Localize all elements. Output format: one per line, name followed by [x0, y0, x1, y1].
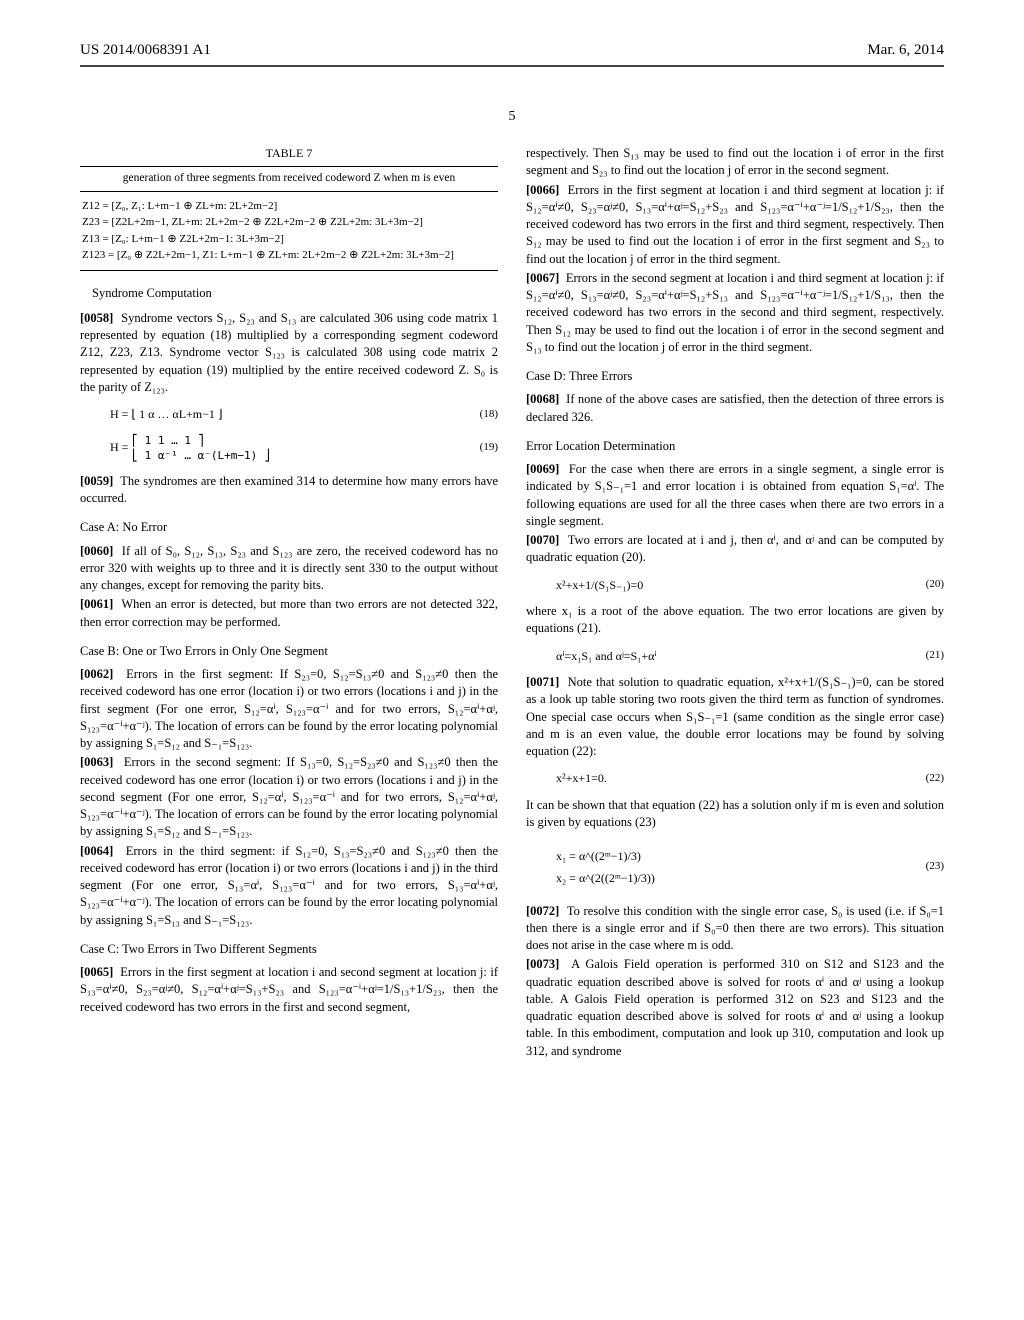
para-continuation: respectively. Then S₁₃ may be used to fi…: [526, 145, 944, 180]
eq-body: αⁱ=x₁S₁ and αʲ=S₁+αⁱ: [556, 648, 657, 665]
para-text: A Galois Field operation is performed 31…: [526, 957, 944, 1057]
eq-body: x₁ = α^((2ᵐ−1)/3) x₂ = α^(2((2ᵐ−1)/3)): [556, 848, 655, 887]
eq-num: (23): [926, 859, 944, 874]
para-text: Errors in the second segment at location…: [526, 271, 944, 354]
table7-row: Z123 = [Z₀ ⊕ Z2L+2m−1, Z1: L+m−1 ⊕ ZL+m:…: [82, 247, 496, 264]
para-0072: [0072] To resolve this condition with th…: [526, 903, 944, 955]
para-0068: [0068] If none of the above cases are sa…: [526, 391, 944, 426]
two-column-body: TABLE 7 generation of three segments fro…: [80, 145, 944, 1062]
table7-caption: generation of three segments from receiv…: [80, 167, 498, 192]
para-x1: where x₁ is a root of the above equation…: [526, 603, 944, 638]
equation-23: x₁ = α^((2ᵐ−1)/3) x₂ = α^(2((2ᵐ−1)/3)) (…: [556, 848, 944, 887]
para-num: [0065]: [80, 965, 113, 979]
eq-body: H = ⌊ 1 α … αL+m−1 ⌋: [110, 406, 223, 423]
equation-21: αⁱ=x₁S₁ and αʲ=S₁+αⁱ (21): [556, 648, 944, 665]
table7-row: Z12 = [Z₀, Z₁: L+m−1 ⊕ ZL+m: 2L+2m−2]: [82, 198, 496, 215]
para-0062: [0062] Errors in the first segment: If S…: [80, 666, 498, 752]
para-num: [0061]: [80, 597, 113, 611]
para-0063: [0063] Errors in the second segment: If …: [80, 754, 498, 840]
para-0071: [0071] Note that solution to quadratic e…: [526, 674, 944, 760]
eq-num: (21): [926, 648, 944, 663]
patent-page: US 2014/0068391 A1 Mar. 6, 2014 5 TABLE …: [0, 0, 1024, 1320]
para-num: [0063]: [80, 755, 113, 769]
eq-num: (22): [926, 771, 944, 786]
table7-row: Z13 = [Z₀: L+m−1 ⊕ Z2L+2m−1: 3L+3m−2]: [82, 231, 496, 248]
page-number: 5: [80, 108, 944, 127]
para-num: [0069]: [526, 462, 559, 476]
para-text: Errors in the first segment: If S₂₃=0, S…: [80, 667, 498, 750]
right-column: respectively. Then S₁₃ may be used to fi…: [526, 145, 944, 1062]
para-num: [0060]: [80, 544, 113, 558]
table7: generation of three segments from receiv…: [80, 166, 498, 271]
left-column: TABLE 7 generation of three segments fro…: [80, 145, 498, 1062]
para-text: If all of S₀, S₁₂, S₁₃, S₂₃ and S₁₂₃ are…: [80, 544, 498, 593]
para-num: [0062]: [80, 667, 113, 681]
para-0059: [0059] The syndromes are then examined 3…: [80, 473, 498, 508]
eq-body: x²+x+1/(S₁S₋₁)=0: [556, 577, 643, 594]
para-text: For the case when there are errors in a …: [526, 462, 944, 528]
heading-case-c: Case C: Two Errors in Two Different Segm…: [80, 941, 498, 958]
para-text: Errors in the first segment at location …: [526, 183, 944, 266]
para-0070: [0070] Two errors are located at i and j…: [526, 532, 944, 567]
para-text: Errors in the first segment at location …: [80, 965, 498, 1014]
para-num: [0067]: [526, 271, 559, 285]
equation-19: H = ⎡ 1 1 … 1 ⎤ ⎣ 1 α⁻¹ … α⁻(L+m−1) ⎦ (1…: [110, 433, 498, 463]
para-0061: [0061] When an error is detected, but mo…: [80, 596, 498, 631]
heading-case-a: Case A: No Error: [80, 519, 498, 536]
para-0069: [0069] For the case when there are error…: [526, 461, 944, 530]
para-num: [0068]: [526, 392, 559, 406]
para-text: The syndromes are then examined 314 to d…: [80, 474, 498, 505]
eq-num: (18): [480, 407, 498, 422]
para-0064: [0064] Errors in the third segment: if S…: [80, 843, 498, 929]
para-0067: [0067] Errors in the second segment at l…: [526, 270, 944, 356]
header-rule: [80, 65, 944, 67]
eq-num: (19): [480, 440, 498, 455]
para-eq22-note: It can be shown that that equation (22) …: [526, 797, 944, 832]
para-text: When an error is detected, but more than…: [80, 597, 498, 628]
para-num: [0071]: [526, 675, 559, 689]
para-num: [0073]: [526, 957, 559, 971]
patent-date: Mar. 6, 2014: [867, 40, 944, 60]
eq-body: x²+x+1=0.: [556, 770, 607, 787]
patent-number: US 2014/0068391 A1: [80, 40, 211, 60]
table7-row: Z23 = [Z2L+2m−1, ZL+m: 2L+2m−2 ⊕ Z2L+2m−…: [82, 214, 496, 231]
para-text: Two errors are located at i and j, then …: [526, 533, 944, 564]
table7-title: TABLE 7: [80, 145, 498, 162]
table7-body: Z12 = [Z₀, Z₁: L+m−1 ⊕ ZL+m: 2L+2m−2] Z2…: [80, 192, 498, 270]
para-0058: [0058] Syndrome vectors S₁₂, S₂₃ and S₁₃…: [80, 310, 498, 396]
para-num: [0072]: [526, 904, 559, 918]
page-header: US 2014/0068391 A1 Mar. 6, 2014: [80, 40, 944, 68]
para-0065: [0065] Errors in the first segment at lo…: [80, 964, 498, 1016]
para-text: Errors in the third segment: if S₁₂=0, S…: [80, 844, 498, 927]
para-0060: [0060] If all of S₀, S₁₂, S₁₃, S₂₃ and S…: [80, 543, 498, 595]
para-0073: [0073] A Galois Field operation is perfo…: [526, 956, 944, 1060]
para-text: Errors in the second segment: If S₁₃=0, …: [80, 755, 498, 838]
para-text: Note that solution to quadratic equation…: [526, 675, 944, 758]
heading-error-location: Error Location Determination: [526, 438, 944, 455]
eq-body: H = ⎡ 1 1 … 1 ⎤ ⎣ 1 α⁻¹ … α⁻(L+m−1) ⎦: [110, 433, 271, 463]
para-num: [0059]: [80, 474, 113, 488]
para-num: [0066]: [526, 183, 559, 197]
equation-20: x²+x+1/(S₁S₋₁)=0 (20): [556, 577, 944, 594]
heading-case-d: Case D: Three Errors: [526, 368, 944, 385]
para-num: [0064]: [80, 844, 113, 858]
para-num: [0058]: [80, 311, 113, 325]
para-text: To resolve this condition with the singl…: [526, 904, 944, 953]
para-num: [0070]: [526, 533, 559, 547]
para-0066: [0066] Errors in the first segment at lo…: [526, 182, 944, 268]
para-text: If none of the above cases are satisfied…: [526, 392, 944, 423]
equation-22: x²+x+1=0. (22): [556, 770, 944, 787]
heading-case-b: Case B: One or Two Errors in Only One Se…: [80, 643, 498, 660]
para-text: Syndrome vectors S₁₂, S₂₃ and S₁₃ are ca…: [80, 311, 498, 394]
eq-num: (20): [926, 577, 944, 592]
heading-syndrome: Syndrome Computation: [80, 285, 498, 302]
equation-18: H = ⌊ 1 α … αL+m−1 ⌋ (18): [110, 406, 498, 423]
